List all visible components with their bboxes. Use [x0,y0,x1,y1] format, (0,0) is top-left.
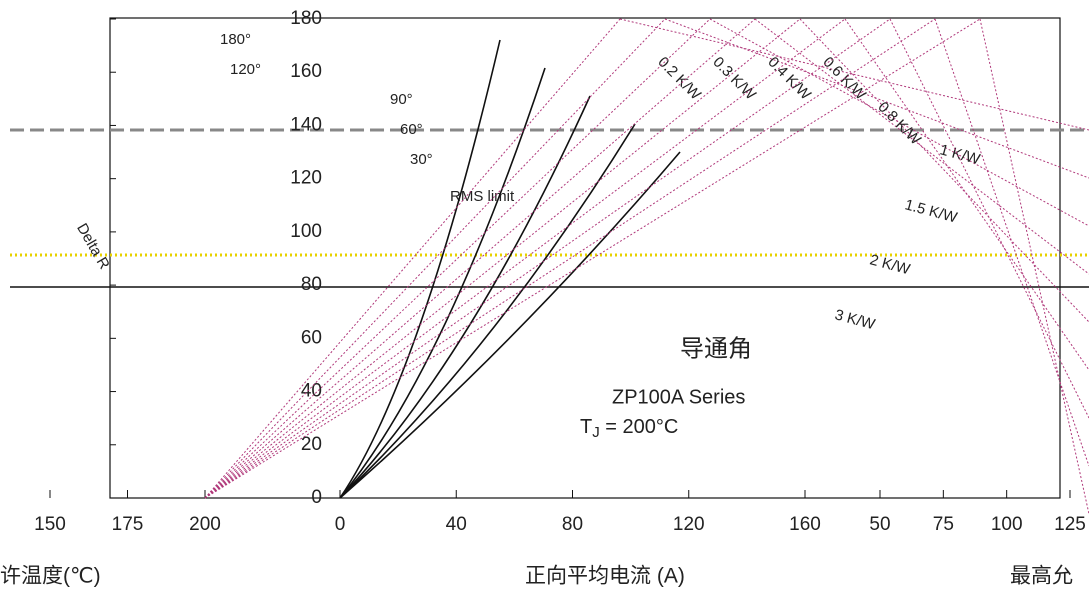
x-tick-label: 175 [112,514,144,535]
rth-label: 3 K/W [833,306,878,333]
y-tick-label: 40 [301,381,322,402]
rth-line [204,18,666,499]
x-tick-label: 40 [446,514,467,535]
angle-curve [339,39,501,499]
y-tick-label: 0 [311,487,322,508]
x-tick-label: 0 [335,514,346,535]
y-tick-label: 100 [290,221,322,242]
angle-label: 60° [400,121,423,138]
rth-label: 0.2 K/W [654,54,704,104]
rth-line [204,18,756,499]
rth-line [619,18,1089,131]
angle-curve [339,95,591,499]
symbol: T [580,416,592,438]
rth-line [204,18,801,499]
rth-line [799,18,1089,323]
rth-line [889,18,1089,419]
y-tick-label: 80 [301,274,322,295]
y-tick-label: 60 [301,327,322,348]
rth-line [204,18,621,499]
x-axis-label: 最高允 [1010,565,1073,588]
legend-title: 导通角 [680,335,752,362]
x-axis-label: 许温度(℃) [0,565,101,588]
rth-line [934,18,1089,467]
rth-label: 0.4 K/W [764,54,814,104]
rth-label: 0.3 K/W [709,54,759,104]
rth-label: 1.5 K/W [903,196,960,226]
angle-curve [339,123,636,499]
x-tick-label: 150 [34,514,66,535]
rth-line [204,18,936,499]
y-tick-label: 160 [290,61,322,82]
x-tick-label: 200 [189,514,221,535]
x-tick-label: 80 [562,514,583,535]
x-axis-label: 正向平均电流 (A) [525,565,685,588]
angle-curve [339,151,681,499]
rth-line [664,18,1089,179]
x-tick-label: 125 [1054,514,1086,535]
x-tick-label: 100 [991,514,1023,535]
angle-label: 90° [390,91,413,108]
angle-label: 120° [230,61,261,78]
rth-line [979,18,1089,515]
plot-frame [109,17,1061,499]
delta-r: Delta R [73,220,113,272]
y-tick-label: 120 [290,168,322,189]
y-tick-label: 20 [301,434,322,455]
y-tick-label: 140 [290,114,322,135]
y-tick-label: 180 [290,8,322,29]
x-tick-label: 120 [673,514,705,535]
rth-line [844,18,1089,371]
junction-temp: TJ = 200°C [580,416,678,441]
x-tick-label: 160 [789,514,821,535]
rth-line [204,18,891,499]
rth-label: 1 K/W [938,141,983,168]
angle-label: 30° [410,151,433,168]
angle-label: 180° [220,31,251,48]
rth-line [204,18,846,499]
rth-line [204,18,711,499]
rest: = 200°C [600,416,679,438]
subscript: J [592,424,600,441]
series-name: ZP100A Series [612,386,745,408]
x-tick-label: 50 [869,514,890,535]
angle-curve [339,67,546,499]
x-tick-label: 75 [933,514,954,535]
rth-label: 0.8 K/W [874,99,924,149]
